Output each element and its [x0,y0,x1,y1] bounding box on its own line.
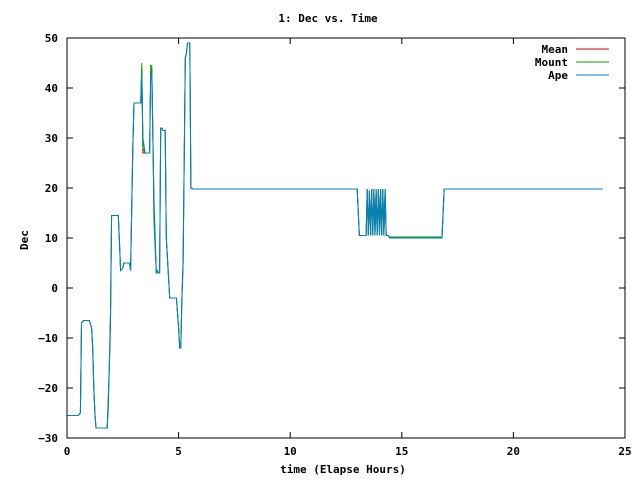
x-tick-label: 10 [284,445,297,458]
legend-label-ape: Ape [548,69,568,82]
y-tick-label: 10 [45,232,58,245]
ticks-layer: 0 5 10 15 20 25 −30 −20 −10 0 10 20 30 40 50 [38,32,632,458]
y-tick-label: −20 [38,382,58,395]
x-tick-label: 5 [175,445,182,458]
x-tick-label: 0 [64,445,71,458]
y-tick-label: −30 [38,432,58,445]
y-tick-label: 0 [51,282,58,295]
y-tick-label: 50 [45,32,58,45]
legend-label-mount: Mount [535,56,568,69]
y-axis-label: Dec [18,230,31,250]
legend-label-mean: Mean [542,43,569,56]
x-tick-label: 15 [395,445,408,458]
x-tick-label: 20 [507,445,520,458]
x-axis-label: time (Elapse Hours) [280,463,406,476]
x-tick-label: 25 [618,445,631,458]
chart-title: 1: Dec vs. Time [278,12,378,25]
series-line-ape [67,42,603,429]
series-layer [67,42,603,429]
y-tick-label: −10 [38,332,58,345]
y-tick-label: 40 [45,82,58,95]
y-tick-label: 20 [45,182,58,195]
y-tick-label: 30 [45,132,58,145]
